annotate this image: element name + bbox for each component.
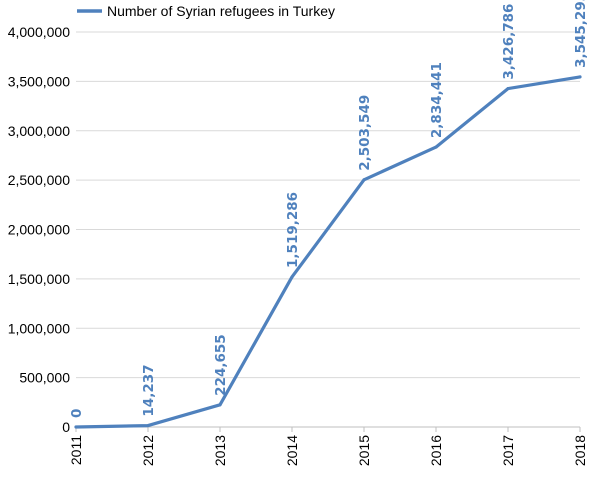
data-label: 2,834,441 [429, 62, 445, 138]
legend: Number of Syrian refugees in Turkey [77, 3, 335, 19]
x-tick-label: 2015 [356, 435, 372, 466]
data-label: 0 [69, 409, 85, 418]
y-tick-label: 500,000 [19, 370, 70, 386]
y-tick-label: 0 [62, 419, 70, 435]
y-tick-label: 3,000,000 [8, 123, 70, 139]
y-tick-label: 3,500,000 [8, 73, 70, 89]
x-tick-label: 2011 [68, 435, 84, 465]
x-tick-label: 2016 [428, 435, 444, 466]
data-label: 2,503,549 [357, 95, 373, 171]
data-label: 14,237 [141, 364, 157, 416]
series-group [74, 75, 582, 429]
data-point [362, 178, 366, 182]
y-tick-label: 1,500,000 [8, 271, 70, 287]
legend-label: Number of Syrian refugees in Turkey [107, 3, 335, 19]
x-tick-label: 2012 [140, 435, 156, 466]
y-axis-ticks: 0 500,000 1,000,000 1,500,000 2,000,000 2,500… [8, 24, 71, 435]
data-label: 224,655 [213, 334, 229, 396]
data-label: 3,426,786 [501, 4, 517, 80]
data-point [434, 145, 438, 149]
data-point [146, 424, 150, 428]
x-tick-label: 2018 [572, 435, 588, 466]
data-point [506, 87, 510, 91]
data-labels: 0 14,237 224,655 1,519,286 2,503,549 2,834,44… [69, 0, 589, 418]
data-label: 1,519,286 [285, 192, 301, 268]
data-point [218, 403, 222, 407]
data-label: 3,545,293 [573, 0, 589, 68]
data-point [74, 425, 78, 429]
y-tick-label: 2,000,000 [8, 222, 70, 238]
x-axis-ticks: 2011 2012 2013 2014 2015 2016 2017 2018 [68, 427, 588, 466]
y-tick-label: 2,500,000 [8, 172, 70, 188]
x-tick-label: 2017 [500, 435, 516, 466]
series-line [74, 75, 582, 429]
y-tick-label: 1,000,000 [8, 320, 70, 336]
data-point [578, 75, 582, 79]
data-point [290, 275, 294, 279]
y-tick-label: 4,000,000 [8, 24, 70, 40]
x-tick-label: 2014 [284, 435, 300, 466]
x-tick-label: 2013 [212, 435, 228, 466]
